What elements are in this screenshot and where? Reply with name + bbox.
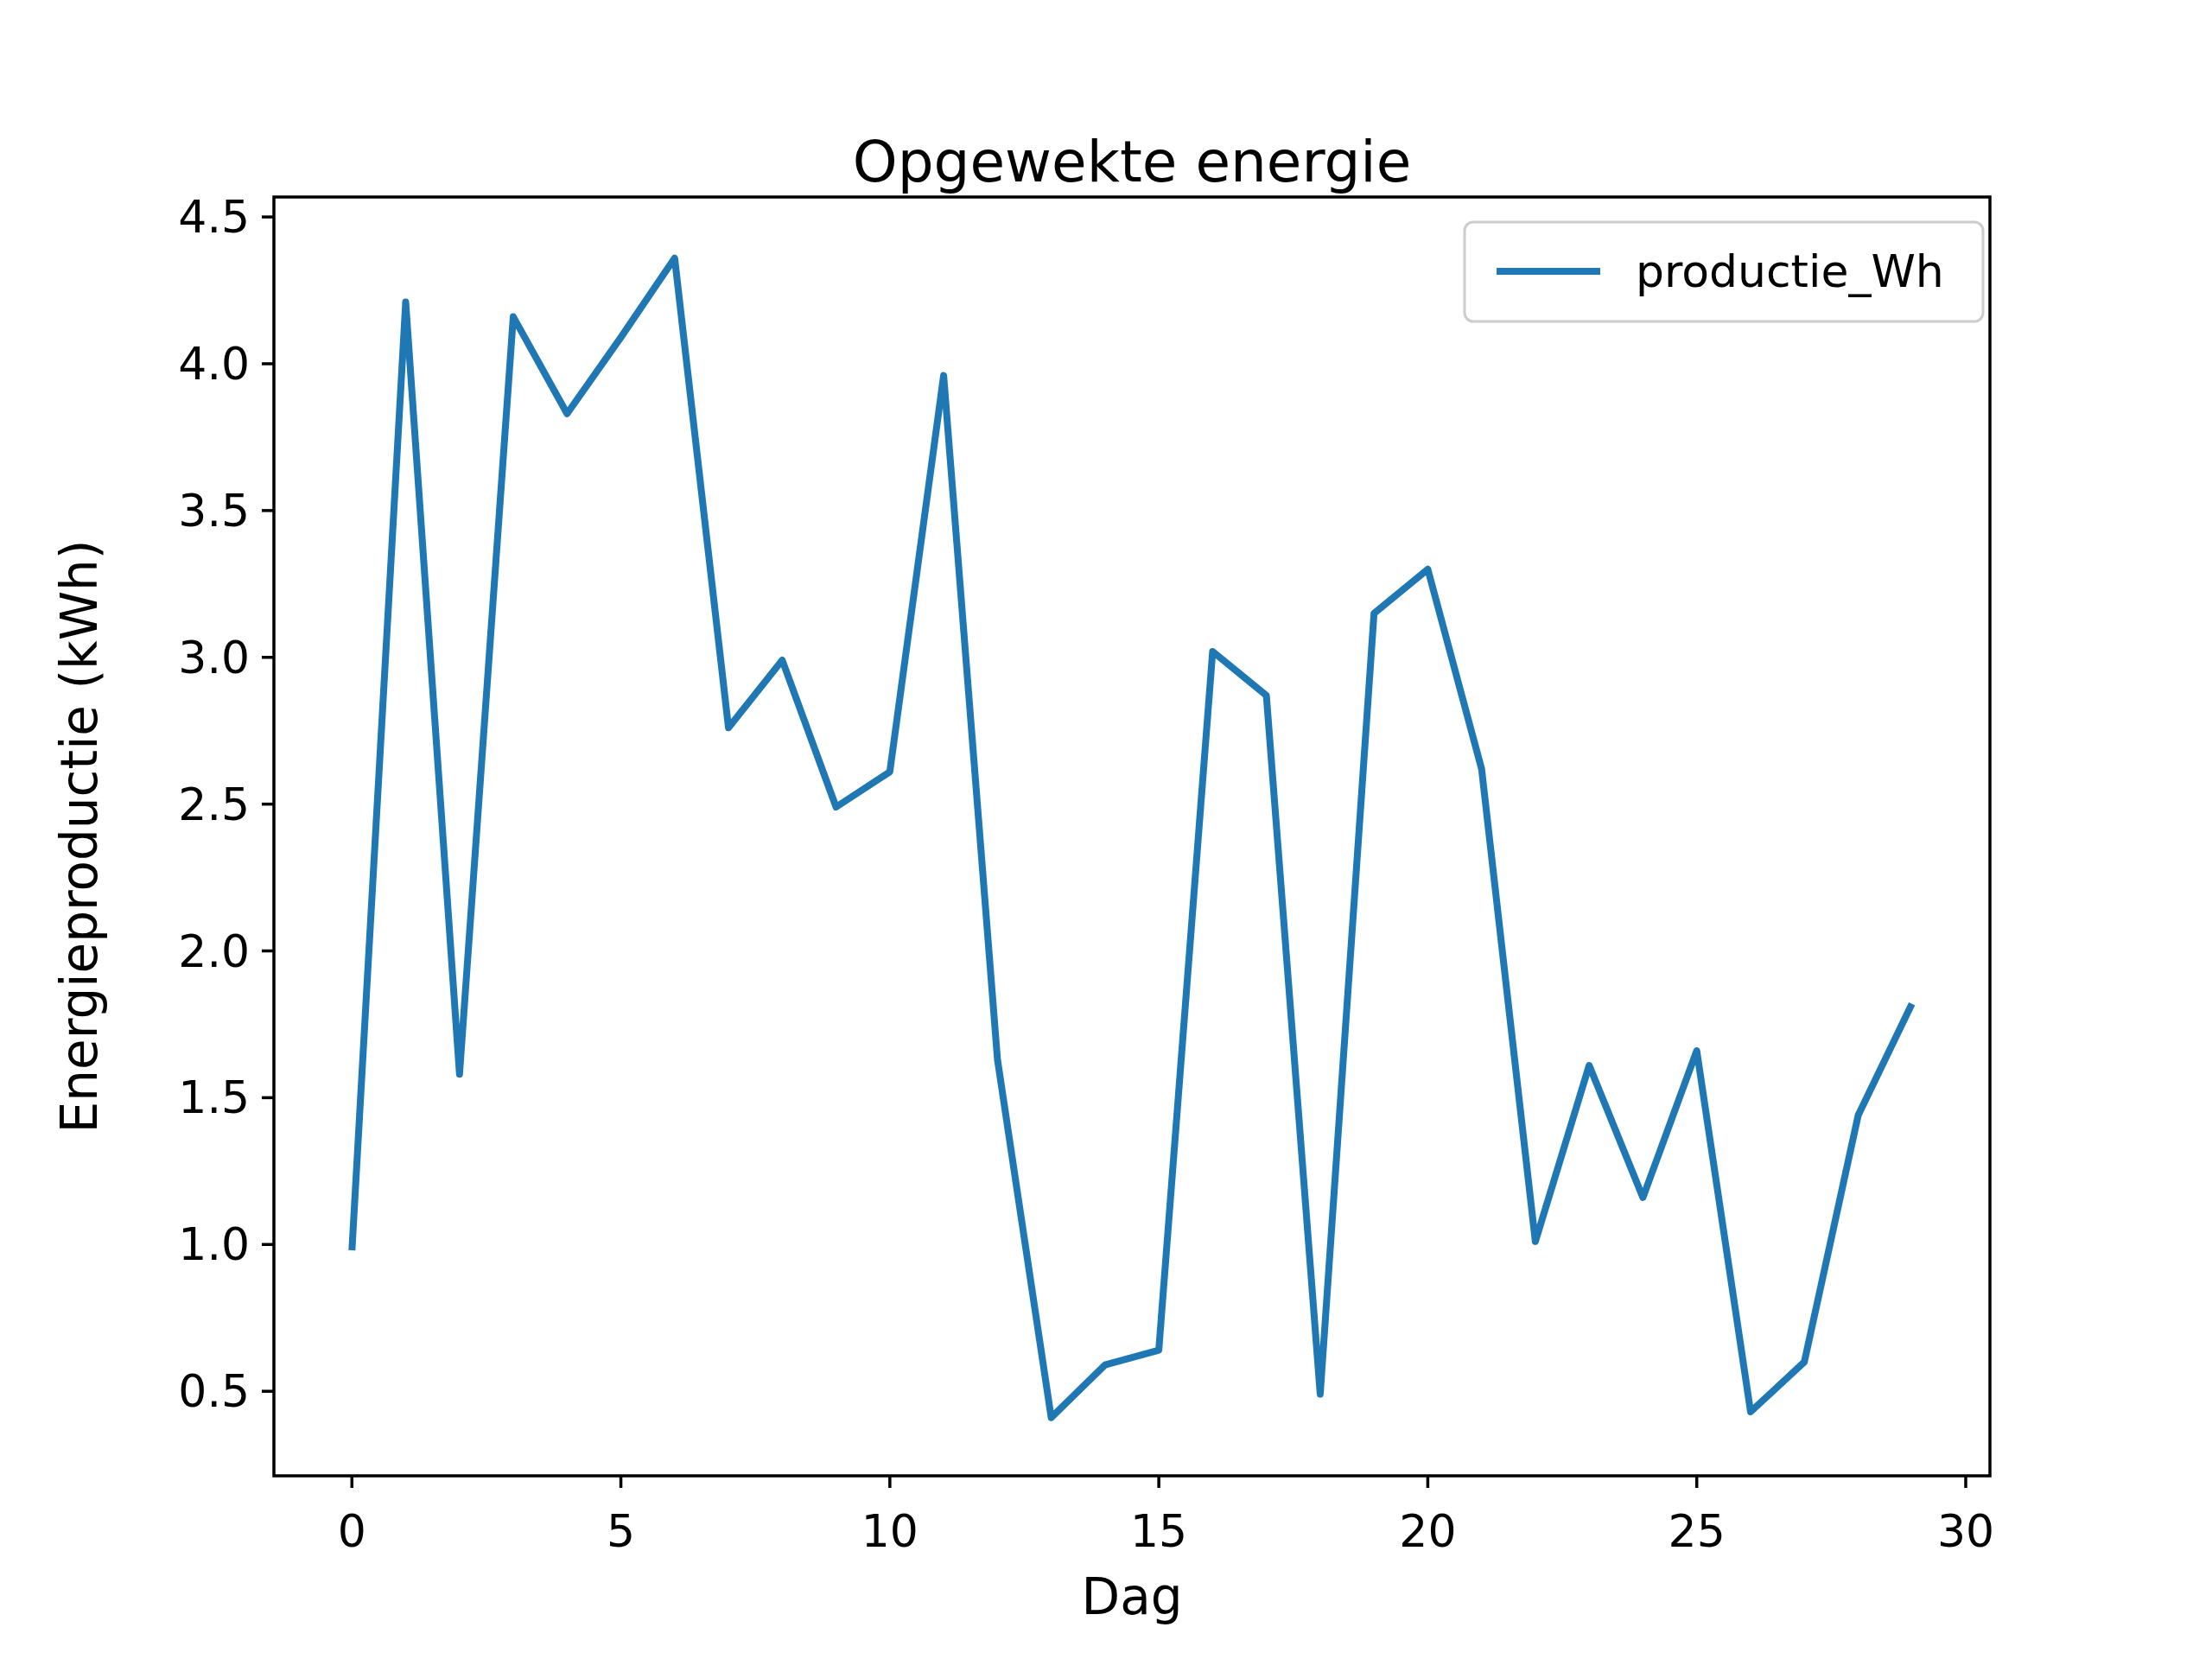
x-tick-label: 30 bbox=[1937, 1505, 1994, 1557]
y-axis-label: Energieproductie (kWh) bbox=[50, 540, 109, 1134]
x-tick-label: 15 bbox=[1130, 1505, 1187, 1557]
x-tick-label: 10 bbox=[861, 1505, 918, 1557]
chart-title: Opgewekte energie bbox=[853, 129, 1411, 195]
x-tick-label: 5 bbox=[607, 1505, 635, 1557]
legend-entry-label: productie_Wh bbox=[1636, 245, 1944, 297]
data-line-productie-wh bbox=[352, 258, 1911, 1418]
y-tick-label: 1.5 bbox=[178, 1071, 250, 1123]
y-tick-label: 4.0 bbox=[178, 338, 250, 390]
y-tick-label: 2.0 bbox=[178, 925, 250, 977]
y-tick-label: 2.5 bbox=[178, 779, 250, 830]
x-ticks: 0 5 10 15 20 25 30 bbox=[338, 1476, 1994, 1557]
x-tick-label: 0 bbox=[338, 1505, 366, 1557]
x-axis-label: Dag bbox=[1081, 1567, 1182, 1626]
y-tick-label: 3.5 bbox=[178, 485, 250, 537]
y-tick-label: 3.0 bbox=[178, 632, 250, 683]
y-tick-label: 4.5 bbox=[178, 191, 250, 243]
x-tick-label: 25 bbox=[1669, 1505, 1726, 1557]
legend: productie_Wh bbox=[1465, 222, 1983, 321]
chart-svg: 0 5 10 15 20 25 30 0.5 1.0 1.5 2.0 2.5 3.0 3.5 4.0 4.5… bbox=[0, 0, 2212, 1659]
y-ticks: 0.5 1.0 1.5 2.0 2.5 3.0 3.5 4.0 4.5 bbox=[178, 191, 274, 1417]
figure-canvas: 0 5 10 15 20 25 30 0.5 1.0 1.5 2.0 2.5 3.0 3.5 4.0 4.5… bbox=[0, 0, 2212, 1659]
x-tick-label: 20 bbox=[1399, 1505, 1456, 1557]
y-tick-label: 0.5 bbox=[178, 1365, 250, 1417]
y-tick-label: 1.0 bbox=[178, 1218, 250, 1270]
